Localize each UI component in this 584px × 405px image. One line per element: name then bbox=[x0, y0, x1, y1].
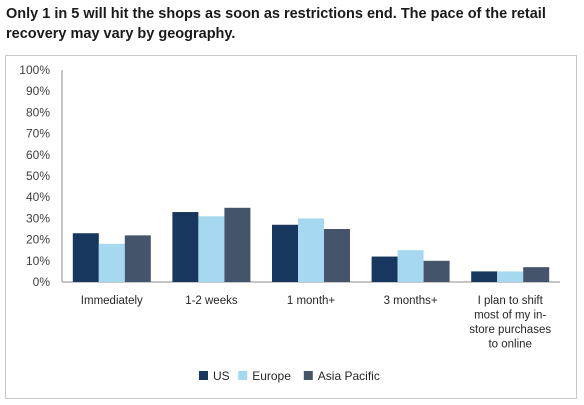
y-tick-label: 10% bbox=[26, 254, 50, 268]
x-category-label-line: 3 months+ bbox=[384, 295, 438, 307]
x-category-label-line: 1-2 weeks bbox=[185, 295, 238, 307]
y-tick-label: 90% bbox=[26, 84, 50, 98]
x-category-label-line: 1 month+ bbox=[287, 295, 336, 307]
bar-europe bbox=[497, 271, 524, 282]
x-category-label-line: store purchases bbox=[469, 324, 551, 336]
y-tick-label: 30% bbox=[26, 211, 50, 225]
x-category-label: 3 months+ bbox=[384, 295, 438, 307]
bar-asia-pacific bbox=[423, 260, 450, 282]
bar-us bbox=[172, 212, 199, 282]
y-tick-label: 80% bbox=[26, 105, 50, 119]
y-tick-label: 60% bbox=[26, 148, 50, 162]
legend-swatch bbox=[199, 371, 208, 380]
legend-label: Asia Pacific bbox=[318, 369, 380, 383]
legend-swatch bbox=[303, 371, 313, 380]
x-category-label-line: most of my in- bbox=[474, 310, 546, 322]
y-tick-label: 20% bbox=[26, 233, 50, 247]
legend-swatch bbox=[238, 371, 248, 380]
bar-asia-pacific bbox=[124, 235, 151, 282]
headline-line-1: Only 1 in 5 will hit the shops as soon a… bbox=[6, 6, 546, 22]
bar-asia-pacific bbox=[324, 229, 350, 282]
bar-europe bbox=[198, 216, 225, 282]
bar-us bbox=[471, 271, 498, 282]
y-tick-label: 0% bbox=[33, 275, 51, 289]
bar-us bbox=[72, 233, 99, 282]
bar-europe bbox=[98, 243, 125, 282]
bar-europe bbox=[298, 218, 324, 282]
chart-headline: Only 1 in 5 will hit the shops as soon a… bbox=[6, 4, 580, 44]
x-category-label: I plan to shift most of my in-store purch… bbox=[469, 295, 551, 351]
y-tick-label: 50% bbox=[26, 169, 50, 183]
y-tick-label: 100% bbox=[19, 63, 50, 77]
x-category-label: Immediately bbox=[81, 295, 143, 307]
x-category-label: 1 month+ bbox=[287, 295, 336, 307]
x-category-label-line: I plan to shift bbox=[478, 295, 544, 307]
bar-europe bbox=[397, 250, 424, 282]
bar-us bbox=[272, 224, 298, 282]
legend-label: Europe bbox=[252, 369, 291, 383]
x-category-label-line: Immediately bbox=[81, 295, 143, 307]
y-tick-label: 40% bbox=[26, 190, 50, 204]
y-tick-label: 70% bbox=[26, 127, 50, 141]
x-category-label-line: to online bbox=[488, 339, 531, 351]
bar-us bbox=[371, 256, 398, 282]
bar-asia-pacific bbox=[523, 267, 550, 282]
bar-asia-pacific bbox=[224, 207, 251, 282]
x-category-label: 1-2 weeks bbox=[185, 295, 238, 307]
legend-label: US bbox=[213, 369, 230, 383]
headline-line-2: recovery may vary by geography. bbox=[6, 26, 236, 42]
